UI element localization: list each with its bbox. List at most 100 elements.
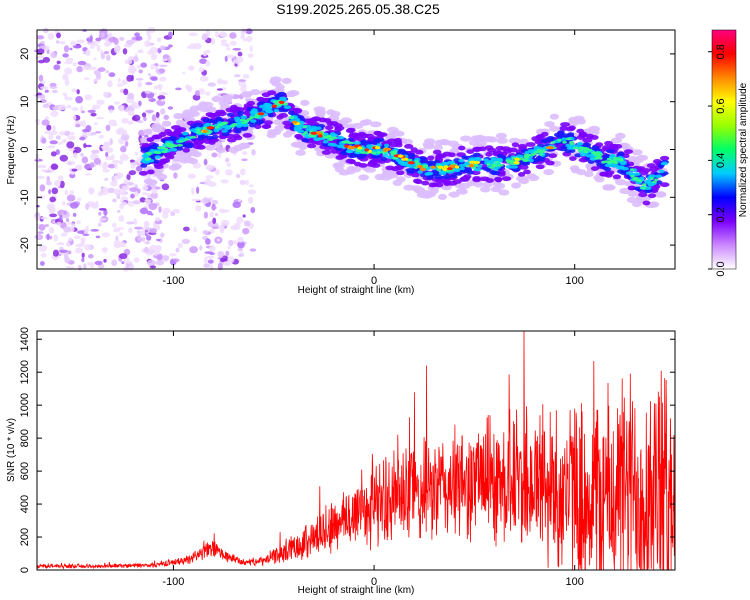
spectrogram-noise-blob — [110, 180, 118, 187]
spectrogram-noise-blob — [71, 107, 79, 112]
spectrogram-noise-blob — [234, 222, 241, 230]
spectrogram-noise-blob — [100, 145, 107, 149]
spectrogram-ridge-blob — [618, 166, 625, 170]
spectrogram-ridge-blob — [146, 169, 155, 175]
spectrogram-noise-blob — [119, 188, 126, 196]
spectrogram-noise-blob — [71, 168, 78, 172]
spectrogram-ridge-blob — [325, 125, 334, 131]
spectrogram-noise-blob — [146, 235, 152, 241]
spectrogram-ridge-blob — [558, 147, 568, 152]
spectrogram-noise-blob — [135, 78, 144, 81]
colorbar-label: Normalized spectral amplitude — [738, 82, 749, 217]
spectrogram-ridge-blob — [203, 123, 210, 127]
spectrogram-noise-blob — [117, 209, 121, 213]
spectrogram-noise-blob — [49, 213, 57, 218]
spectrogram-noise-blob — [235, 56, 244, 64]
spectrogram-ridge-blob — [182, 131, 189, 136]
spectrogram-noise-blob — [92, 40, 101, 44]
spectrogram-noise-blob — [49, 86, 58, 89]
spectrogram-noise-blob — [134, 32, 141, 37]
spectrogram-ridge-blob — [182, 147, 190, 153]
spectrogram-ridge-blob — [539, 153, 544, 156]
spectrogram-noise-blob — [49, 196, 56, 203]
spectrogram-noise-blob — [207, 259, 214, 264]
spectrogram-noise-blob — [150, 213, 154, 216]
spectrogram-noise-blob — [248, 184, 254, 188]
spectrogram-noise-blob — [185, 84, 191, 90]
spectrogram-ridge-blob — [153, 162, 163, 168]
spectrogram-noise-blob — [204, 178, 212, 186]
spectrogram-noise-blob — [191, 187, 195, 195]
spectrogram-noise-blob — [157, 95, 166, 100]
spectrogram-ridge-blob — [161, 120, 172, 127]
spectrogram-ridge-blob — [594, 176, 605, 183]
spectrogram-noise-blob — [49, 140, 58, 145]
spectrogram-ridge-blob — [322, 139, 329, 144]
spectrogram-ridge-blob — [535, 164, 545, 170]
spectrogram-ridge-blob — [217, 111, 227, 117]
spectrogram-noise-blob — [159, 45, 166, 50]
spectrogram-noise-blob — [56, 60, 61, 65]
spectrogram-noise-blob — [44, 130, 52, 135]
spectrogram-noise-blob — [205, 164, 214, 171]
spectrogram-noise-blob — [242, 214, 246, 218]
spectrogram-ridge-blob — [636, 154, 649, 161]
spectrogram-ridge-blob — [285, 91, 297, 98]
spectrogram-noise-blob — [217, 262, 223, 269]
spectrogram-ridge-blob — [472, 176, 481, 181]
spectrogram-noise-blob — [129, 159, 135, 163]
spectrogram-noise-blob — [52, 89, 58, 94]
spectrogram-noise-blob — [64, 78, 70, 86]
spectrogram-ridge-blob — [615, 132, 626, 139]
spectrogram-ridge-blob — [505, 165, 512, 169]
spectrogram-ridge-blob — [155, 151, 162, 155]
spectrogram-ridge-blob — [190, 135, 197, 139]
spectrogram-ridge-blob — [282, 120, 293, 126]
spectrogram-noise-blob — [97, 264, 105, 269]
spectrogram-noise-blob — [143, 116, 147, 122]
spectrogram-ridge-blob — [388, 172, 399, 179]
spectrogram-ridge-blob — [569, 142, 575, 146]
spectrogram-noise-blob — [238, 79, 247, 82]
spectrogram-ridge-blob — [234, 135, 243, 141]
spectrogram-ridge-blob — [213, 128, 220, 133]
spectrogram-noise-blob — [144, 40, 151, 47]
spectrogram-peak-blob — [292, 120, 298, 124]
spectrogram-noise-blob — [158, 64, 168, 68]
spectrogram-ridge-blob — [314, 140, 323, 146]
spectrogram-noise-blob — [36, 175, 46, 179]
spectrogram-ridge-blob — [190, 123, 197, 129]
spectrogram-ridge-blob — [583, 147, 588, 151]
spectrogram-ridge-blob — [492, 164, 499, 168]
spectrogram-noise-blob — [75, 96, 83, 104]
spectrogram-noise-blob — [98, 208, 107, 211]
spectrogram-noise-blob — [154, 86, 158, 90]
spectrogram-noise-blob — [205, 238, 211, 245]
spectrogram-ridge-blob — [211, 134, 219, 139]
spectrogram-noise-blob — [70, 40, 77, 47]
spectrogram-ridge-blob — [578, 132, 587, 138]
spectrogram-noise-blob — [246, 36, 253, 42]
colorbar-tick-label: 0.0 — [715, 261, 727, 276]
spectrogram-noise-blob — [114, 101, 120, 105]
spectrogram-noise-blob — [160, 255, 170, 261]
snr-frame — [36, 330, 676, 571]
spectrogram-ridge-blob — [576, 142, 584, 146]
spectrogram-noise-blob — [124, 141, 129, 147]
spectrogram-noise-blob — [75, 164, 83, 171]
spectrogram-ridge-blob — [353, 153, 363, 158]
spectrogram-noise-blob — [114, 172, 124, 179]
spectrogram-noise-blob — [74, 247, 84, 254]
spectrogram-noise-blob — [217, 151, 222, 159]
spectrogram-ridge-blob — [349, 166, 362, 173]
spectrogram-y-tick-label: 20 — [19, 48, 31, 60]
spectrogram-noise-blob — [145, 109, 155, 113]
spectrogram-noise-blob — [54, 179, 61, 187]
spectrogram-ridge-blob — [655, 174, 662, 179]
spectrogram-ridge-blob — [557, 130, 565, 135]
spectrogram-noise-blob — [193, 226, 197, 233]
spectrogram-noise-blob — [112, 198, 117, 203]
spectrogram-noise-blob — [251, 149, 256, 156]
spectrogram-ridge-blob — [145, 151, 153, 155]
spectrogram-noise-blob — [103, 91, 109, 97]
